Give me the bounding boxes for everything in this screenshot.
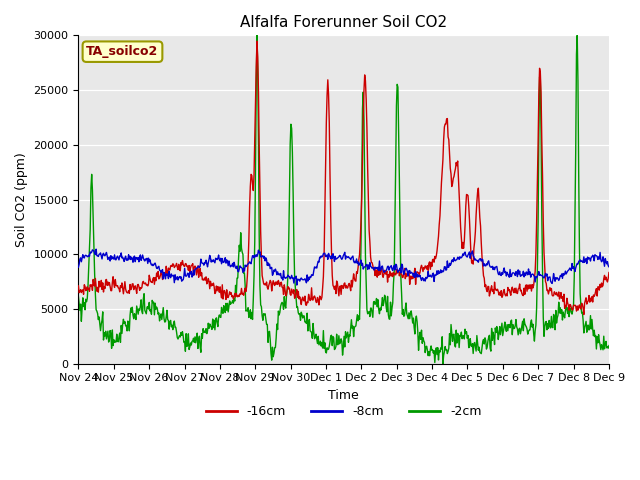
Y-axis label: Soil CO2 (ppm): Soil CO2 (ppm) [15,152,28,247]
Text: TA_soilco2: TA_soilco2 [86,45,159,58]
Title: Alfalfa Forerunner Soil CO2: Alfalfa Forerunner Soil CO2 [240,15,447,30]
Legend: -16cm, -8cm, -2cm: -16cm, -8cm, -2cm [200,400,487,423]
X-axis label: Time: Time [328,389,359,402]
